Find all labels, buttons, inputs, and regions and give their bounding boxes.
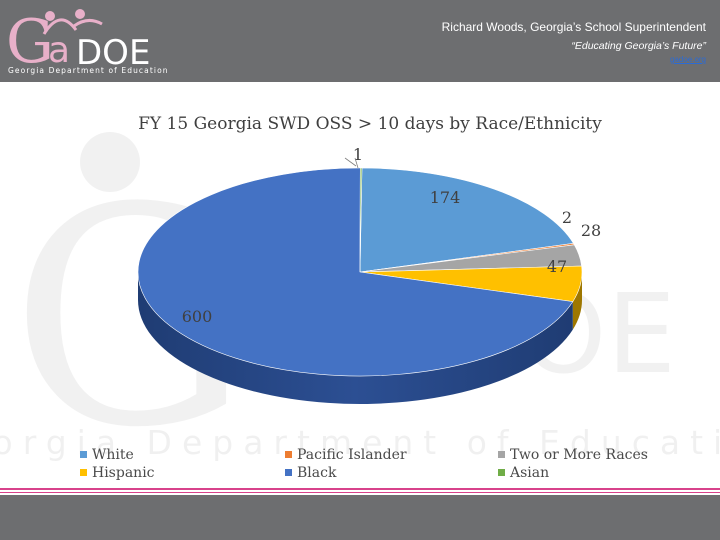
legend-item-two-or-more: Two or More Races (498, 447, 648, 463)
legend-label-two-or-more: Two or More Races (510, 447, 648, 463)
pie-slice-black (137, 167, 574, 377)
legend-label-white: White (92, 447, 134, 463)
svg-text:DOE: DOE (76, 33, 150, 73)
pie-side-hispanic (572, 272, 582, 330)
legend-item-white: White (80, 447, 134, 463)
svg-text:a: a (48, 30, 70, 71)
data-label-black: 600 (182, 307, 213, 326)
pie-slice-asian (359, 167, 363, 273)
legend-swatch-asian (498, 468, 505, 476)
legend-item-hispanic: Hispanic (80, 465, 155, 481)
header-title: Richard Woods, Georgia’s School Superint… (441, 20, 706, 34)
legend-item-black: Black (285, 465, 336, 481)
data-label-pacific-islander: 2 (562, 208, 572, 227)
slide-footer (0, 495, 720, 540)
data-label-asian: 1 (353, 145, 363, 164)
data-label-two-or-more: 28 (581, 221, 601, 240)
watermark: G OE Georgia Department of Education (0, 132, 720, 492)
footer-accent-line (0, 488, 720, 490)
data-label-white: 174 (430, 188, 461, 207)
data-label-hispanic: 47 (547, 257, 567, 276)
legend-label-pacific-islander: Pacific Islander (297, 447, 407, 463)
label-leader-lines (344, 157, 359, 169)
logo-text: Georgia Department of Education (8, 66, 169, 75)
slide-header: G a DOE Georgia Department of Education … (0, 0, 720, 82)
legend-label-asian: Asian (510, 465, 550, 481)
legend-swatch-hispanic (80, 468, 87, 476)
header-tagline: “Educating Georgia’s Future” (571, 40, 706, 52)
footer-accent-line-thin (0, 492, 720, 493)
pie-slice-white (359, 167, 574, 273)
legend-swatch-white (80, 450, 87, 458)
watermark-text: Georgia Department of Education (0, 423, 720, 462)
legend-item-asian: Asian (498, 465, 549, 481)
legend-swatch-black (285, 468, 292, 476)
header-link[interactable]: gadoe.org (669, 55, 706, 64)
chart-title: FY 15 Georgia SWD OSS > 10 days by Race/… (138, 114, 602, 134)
legend-label-black: Black (297, 465, 337, 481)
gadoe-logo: G a DOE (6, 7, 150, 77)
legend-swatch-two-or-more (498, 450, 505, 458)
legend-item-pacific-islander: Pacific Islander (285, 447, 407, 463)
chart-legend: White Pacific Islander Two or More Races… (80, 447, 680, 483)
legend-swatch-pacific-islander (285, 450, 292, 458)
legend-label-hispanic: Hispanic (92, 465, 155, 481)
pie-side-black (138, 272, 573, 405)
